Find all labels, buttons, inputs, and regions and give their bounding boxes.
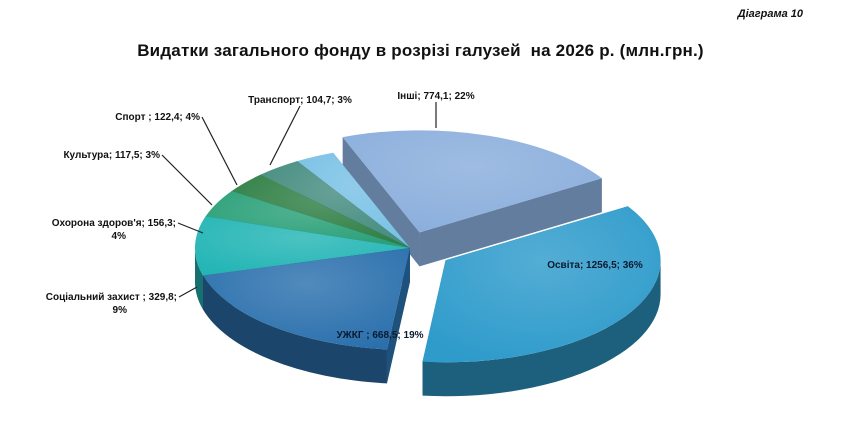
data-label: Соціальний захист ; 329,8; 9%: [46, 292, 177, 316]
pie-slice-highlight: [231, 174, 410, 248]
leader-line: [201, 116, 238, 186]
pie-slice-wall: [419, 178, 602, 267]
diagram-number: Діаграма 10: [737, 8, 803, 20]
pie-slice-highlight: [202, 248, 410, 350]
data-label: Культура; 117,5; 3%: [63, 150, 160, 161]
pie-slice-side: [422, 260, 661, 397]
data-label: Інші; 774,1; 22%: [397, 91, 474, 102]
data-label: Спорт ; 122,4; 4%: [115, 112, 200, 123]
pie-slice-highlight: [297, 152, 410, 248]
data-label: Освіта; 1256,5; 36%: [547, 260, 643, 271]
chart-title: Видатки загального фонду в розрізі галуз…: [137, 41, 704, 60]
pie-slice-highlight: [260, 161, 410, 248]
pie-slice-side: [195, 248, 203, 310]
pie-slice-highlight: [205, 191, 410, 248]
data-label: Транспорт; 104,7; 3%: [248, 95, 352, 106]
pie-slice-side: [202, 275, 387, 384]
pie-slice-освіта: [422, 206, 661, 397]
leader-line: [161, 154, 213, 206]
data-label: Охорона здоров'я; 156,3; 4%: [52, 218, 176, 242]
leader-line: [269, 105, 301, 166]
leader-line: [177, 222, 204, 234]
pie-slice-highlight: [342, 130, 602, 233]
pie-slice-wall: [342, 137, 420, 267]
pie-slice-інші: [342, 130, 602, 267]
leader-line: [178, 286, 198, 298]
data-label: УЖКГ ; 668,5; 19%: [336, 330, 423, 341]
pie-slice-highlight: [195, 216, 410, 276]
pie-slice-highlight: [422, 206, 661, 363]
pie-slice-ужкг: [202, 248, 410, 384]
